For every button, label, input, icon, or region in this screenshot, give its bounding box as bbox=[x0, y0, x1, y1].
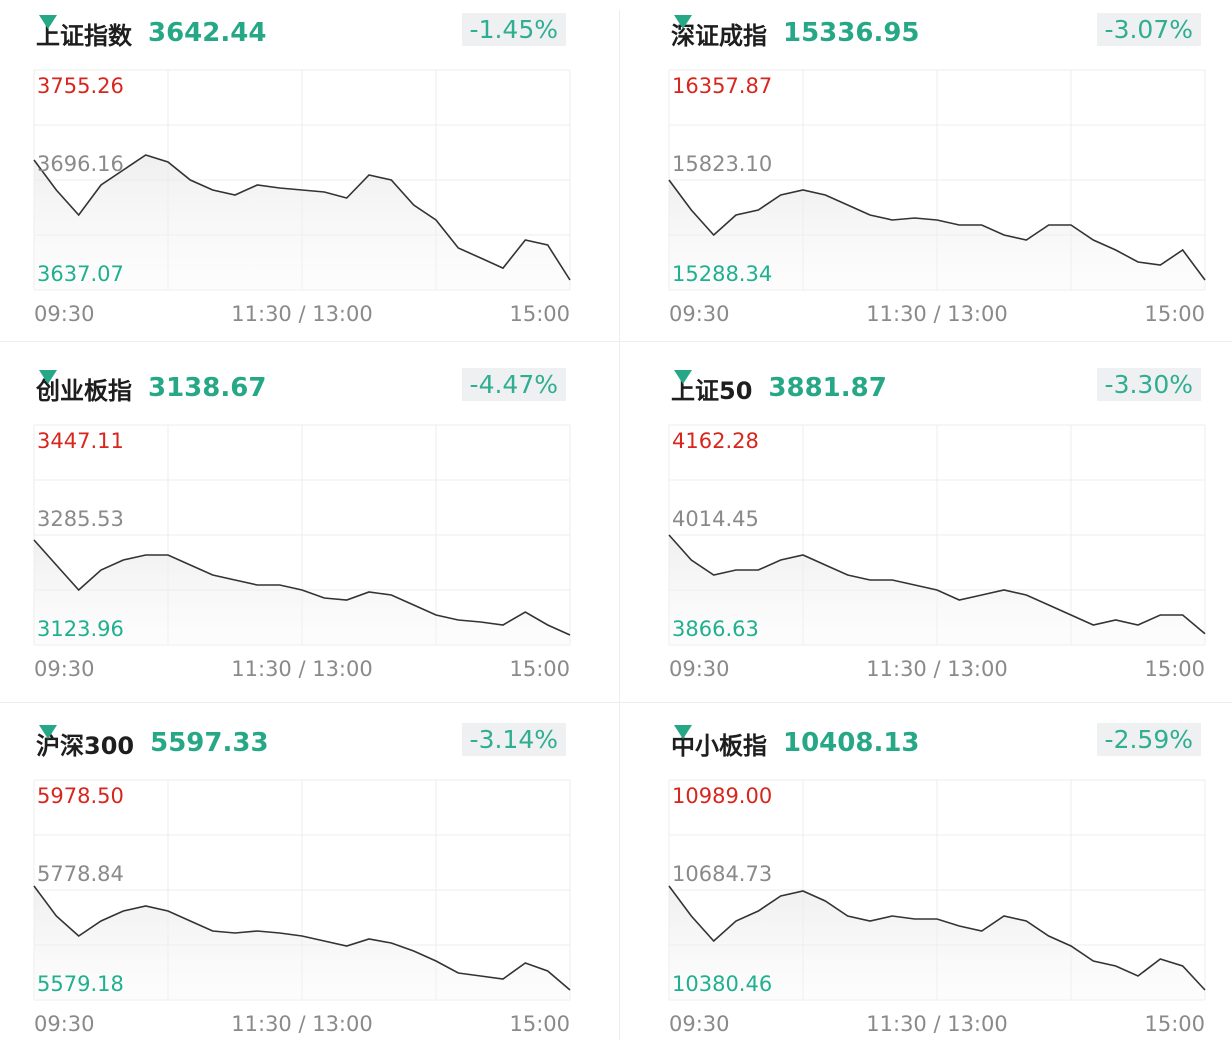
x-tick-label: 09:30 bbox=[669, 1012, 730, 1036]
price-line bbox=[33, 154, 571, 281]
x-tick-label: 09:30 bbox=[34, 1012, 95, 1036]
x-tick-label: 09:30 bbox=[34, 302, 95, 326]
index-panel: 09:30 11:30 / 13:00 15:00 5579.18 5778.84 597… bbox=[0, 710, 596, 1053]
x-tick-label: 15:00 bbox=[509, 1012, 570, 1036]
index-panel: 09:30 11:30 / 13:00 15:00 15288.34 15823.10 1… bbox=[635, 0, 1231, 343]
index-name: 中小板指 bbox=[671, 731, 767, 760]
change-badge: -3.07% bbox=[1096, 13, 1201, 46]
index-panel: 09:30 11:30 / 13:00 15:00 3866.63 4014.45 416… bbox=[635, 355, 1231, 698]
down-arrow bbox=[39, 15, 57, 29]
chart: 09:30 11:30 / 13:00 15:00 3637.07 3696.16 375… bbox=[33, 69, 571, 326]
index-price: 3138.67 bbox=[148, 373, 267, 403]
x-tick-label: 11:30 / 13:00 bbox=[231, 657, 372, 681]
chart: 09:30 11:30 / 13:00 15:00 3866.63 4014.45 416… bbox=[668, 424, 1206, 681]
y-tick-label: 10380.46 bbox=[672, 972, 772, 996]
area-fill bbox=[34, 540, 570, 645]
change-badge: -1.45% bbox=[461, 13, 566, 46]
panel-header: 深证成指 15336.95 bbox=[671, 14, 920, 52]
x-tick-label: 11:30 / 13:00 bbox=[866, 302, 1007, 326]
y-tick-label: 10989.00 bbox=[672, 784, 772, 808]
down-arrow bbox=[674, 370, 692, 384]
area-fill bbox=[34, 155, 570, 290]
area-fill bbox=[669, 180, 1205, 290]
x-tick-label: 15:00 bbox=[1144, 1012, 1205, 1036]
down-arrow bbox=[674, 725, 692, 739]
index-panel: 09:30 11:30 / 13:00 15:00 10380.46 10684.73 1… bbox=[635, 710, 1231, 1053]
down-arrow bbox=[39, 725, 57, 739]
panel-header: 上证指数 3642.44 bbox=[36, 14, 266, 52]
chart: 09:30 11:30 / 13:00 15:00 3123.96 3285.53 344… bbox=[33, 424, 571, 681]
panel-header: 中小板指 10408.13 bbox=[671, 724, 920, 762]
index-price: 3881.87 bbox=[768, 373, 887, 403]
down-arrow bbox=[674, 15, 692, 29]
y-tick-label: 3123.96 bbox=[37, 617, 124, 641]
y-tick-label: 3696.16 bbox=[37, 152, 124, 176]
x-tick-label: 11:30 / 13:00 bbox=[866, 1012, 1007, 1036]
y-tick-label: 3755.26 bbox=[37, 74, 124, 98]
change-badge: -3.30% bbox=[1096, 368, 1201, 401]
price-line bbox=[33, 885, 571, 991]
price-line bbox=[668, 534, 1206, 635]
area-fill bbox=[34, 886, 570, 1000]
y-tick-label: 5978.50 bbox=[37, 784, 124, 808]
chart: 09:30 11:30 / 13:00 15:00 10380.46 10684.73 1… bbox=[668, 779, 1206, 1036]
down-arrow-shape bbox=[39, 370, 57, 384]
x-tick-label: 15:00 bbox=[1144, 657, 1205, 681]
price-line bbox=[668, 179, 1206, 281]
index-name: 上证指数 bbox=[36, 21, 132, 50]
down-arrow bbox=[39, 370, 57, 384]
x-tick-label: 15:00 bbox=[1144, 302, 1205, 326]
y-tick-label: 15823.10 bbox=[672, 152, 772, 176]
panel-header: 沪深300 5597.33 bbox=[36, 724, 269, 762]
index-price: 15336.95 bbox=[783, 18, 920, 48]
y-tick-label: 3447.11 bbox=[37, 429, 124, 453]
price-line bbox=[33, 539, 571, 636]
area-fill bbox=[669, 886, 1205, 1000]
x-tick-label: 11:30 / 13:00 bbox=[866, 657, 1007, 681]
down-arrow-shape bbox=[674, 15, 692, 29]
index-name: 沪深300 bbox=[36, 731, 135, 760]
y-tick-label: 5579.18 bbox=[37, 972, 124, 996]
y-tick-label: 10684.73 bbox=[672, 862, 772, 886]
row-separator bbox=[0, 341, 1232, 342]
y-tick-label: 16357.87 bbox=[672, 74, 772, 98]
y-tick-label: 4162.28 bbox=[672, 429, 759, 453]
down-arrow-shape bbox=[674, 725, 692, 739]
index-name: 创业板指 bbox=[36, 376, 132, 405]
index-price: 10408.13 bbox=[783, 728, 920, 758]
x-tick-label: 11:30 / 13:00 bbox=[231, 1012, 372, 1036]
index-name: 深证成指 bbox=[671, 21, 767, 50]
down-arrow-shape bbox=[39, 725, 57, 739]
y-tick-label: 3637.07 bbox=[37, 262, 124, 286]
index-price: 5597.33 bbox=[150, 728, 269, 758]
chart: 09:30 11:30 / 13:00 15:00 5579.18 5778.84 597… bbox=[33, 779, 571, 1036]
y-tick-label: 15288.34 bbox=[672, 262, 772, 286]
y-tick-label: 4014.45 bbox=[672, 507, 759, 531]
chart: 09:30 11:30 / 13:00 15:00 15288.34 15823.10 1… bbox=[668, 69, 1206, 326]
panel-header: 上证50 3881.87 bbox=[671, 369, 887, 407]
x-tick-label: 11:30 / 13:00 bbox=[231, 302, 372, 326]
panel-header: 创业板指 3138.67 bbox=[36, 369, 266, 407]
index-panel: 09:30 11:30 / 13:00 15:00 3637.07 3696.16 375… bbox=[0, 0, 596, 343]
y-tick-label: 3866.63 bbox=[672, 617, 759, 641]
y-tick-label: 3285.53 bbox=[37, 507, 124, 531]
x-tick-label: 09:30 bbox=[669, 657, 730, 681]
y-tick-label: 5778.84 bbox=[37, 862, 124, 886]
index-price: 3642.44 bbox=[148, 18, 267, 48]
row-separator bbox=[0, 702, 1232, 703]
price-line bbox=[668, 885, 1206, 991]
down-arrow-shape bbox=[39, 15, 57, 29]
x-tick-label: 15:00 bbox=[509, 302, 570, 326]
column-separator bbox=[619, 10, 620, 1040]
down-arrow-shape bbox=[674, 370, 692, 384]
change-badge: -4.47% bbox=[461, 368, 566, 401]
index-panel: 09:30 11:30 / 13:00 15:00 3123.96 3285.53 344… bbox=[0, 355, 596, 698]
change-badge: -2.59% bbox=[1096, 723, 1201, 756]
x-tick-label: 15:00 bbox=[509, 657, 570, 681]
x-tick-label: 09:30 bbox=[34, 657, 95, 681]
x-tick-label: 09:30 bbox=[669, 302, 730, 326]
change-badge: -3.14% bbox=[461, 723, 566, 756]
